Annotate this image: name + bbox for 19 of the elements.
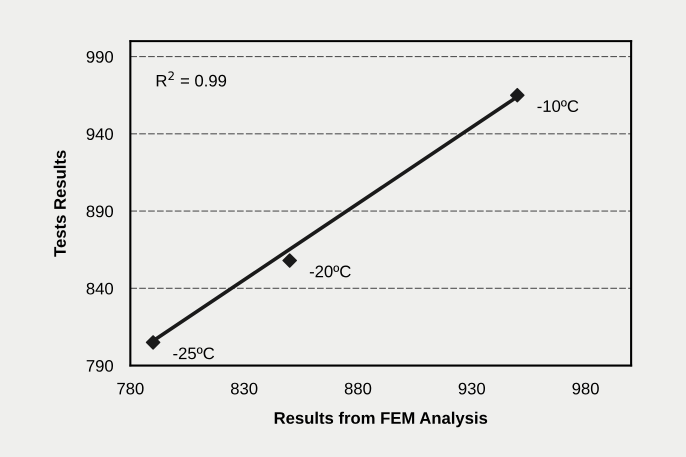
y-tick-label: 940 [86,128,114,140]
x-tick-label: 830 [230,382,258,395]
annotation: -10ºC [537,100,578,112]
point [282,253,297,268]
x-tick-label: 880 [344,382,372,395]
y-tick-label: 840 [86,282,114,295]
x-tick-label: 980 [572,382,599,395]
annotation: -25ºC [173,347,214,360]
y-tick-label: 890 [86,205,114,218]
y-tick-label: 990 [86,50,114,63]
x-tick-label: 780 [117,382,144,395]
point [510,88,525,102]
x-axis-title: Results from FEM Analysis [274,412,488,428]
x-tick-label: 930 [458,382,486,395]
annotation: -20ºC [310,266,351,278]
y-axis-title: Tests Results [54,150,66,257]
y-tick-label: 790 [86,360,114,372]
point [146,335,160,350]
annotation: R$^{2}$ = 0.99 [156,71,226,87]
